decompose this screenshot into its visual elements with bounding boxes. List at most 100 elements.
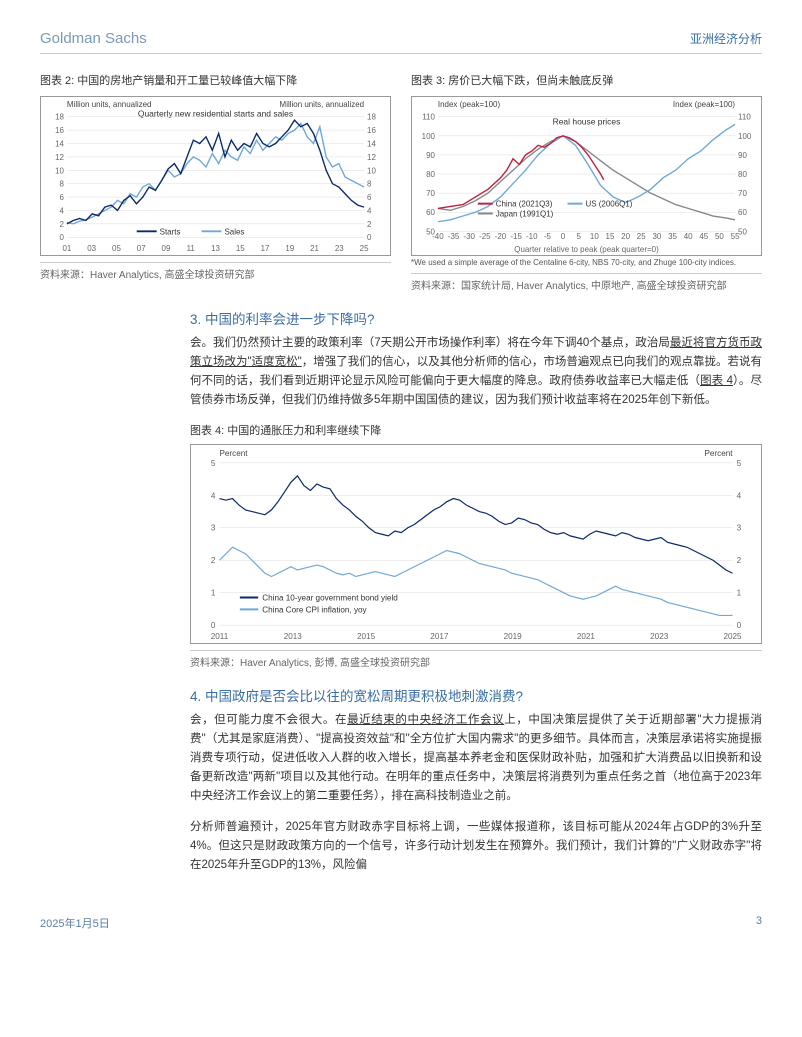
chart-3-source: 资料来源：国家统计局, Haver Analytics, 中原地产, 高盛全球投…	[411, 273, 762, 292]
svg-text:100: 100	[422, 132, 436, 141]
chart-2-block: 图表 2: 中国的房地产销量和开工量已较峰值大幅下降 Million units…	[40, 72, 391, 292]
svg-text:2021: 2021	[577, 632, 596, 641]
svg-text:5: 5	[576, 232, 581, 241]
svg-text:2: 2	[367, 220, 371, 229]
svg-text:23: 23	[335, 244, 344, 253]
svg-text:5: 5	[737, 459, 742, 468]
svg-text:-35: -35	[448, 232, 460, 241]
svg-text:China 10-year government bond: China 10-year government bond yield	[262, 593, 398, 602]
svg-text:16: 16	[55, 126, 64, 135]
section-4-para-1: 会，但可能力度不会很大。在最近结束的中央经济工作会议上，中国决策层提供了关于近期…	[40, 711, 762, 806]
section-3-heading: 3. 中国的利率会进一步下降吗?	[40, 308, 762, 328]
svg-text:12: 12	[55, 153, 64, 162]
svg-text:China Core CPI inflation, yoy: China Core CPI inflation, yoy	[262, 605, 366, 614]
chart-4: PercentPercent00112233445520112013201520…	[190, 444, 762, 644]
svg-text:US (2006Q1): US (2006Q1)	[586, 200, 633, 209]
svg-text:Sales: Sales	[224, 227, 244, 236]
chart-3-title: 图表 3: 房价已大幅下跌，但尚未触底反弹	[411, 72, 762, 88]
svg-text:25: 25	[637, 232, 646, 241]
svg-text:Percent: Percent	[704, 449, 733, 458]
svg-text:80: 80	[426, 170, 435, 179]
svg-text:3: 3	[211, 524, 216, 533]
svg-text:15: 15	[606, 232, 615, 241]
svg-text:17: 17	[261, 244, 270, 253]
svg-text:1: 1	[211, 589, 216, 598]
svg-text:09: 09	[162, 244, 171, 253]
svg-text:4: 4	[211, 491, 216, 500]
svg-text:14: 14	[367, 140, 376, 149]
svg-text:70: 70	[426, 189, 435, 198]
svg-text:0: 0	[561, 232, 566, 241]
svg-text:3: 3	[737, 524, 742, 533]
svg-text:China (2021Q3): China (2021Q3)	[496, 200, 553, 209]
svg-text:03: 03	[87, 244, 96, 253]
svg-text:Quarterly new residential star: Quarterly new residential starts and sal…	[138, 109, 293, 119]
svg-text:5: 5	[211, 459, 216, 468]
svg-text:0: 0	[211, 621, 216, 630]
page-footer: 2025年1月5日 3	[40, 895, 762, 931]
chart-3-footnote: *We used a simple average of the Centali…	[411, 258, 762, 267]
svg-text:4: 4	[737, 491, 742, 500]
svg-text:Index (peak=100): Index (peak=100)	[673, 100, 736, 109]
svg-text:10: 10	[367, 166, 376, 175]
chart-4-title: 图表 4: 中国的通胀压力和利率继续下降	[190, 422, 762, 438]
svg-text:-5: -5	[544, 232, 552, 241]
svg-text:Million units, annualized: Million units, annualized	[280, 100, 365, 109]
svg-text:20: 20	[621, 232, 630, 241]
svg-text:55: 55	[731, 232, 740, 241]
svg-text:60: 60	[738, 208, 747, 217]
svg-text:90: 90	[738, 151, 747, 160]
svg-text:-15: -15	[510, 232, 522, 241]
chart-2: Million units, annualized Million units, …	[40, 96, 391, 256]
svg-text:8: 8	[367, 180, 372, 189]
svg-text:2: 2	[737, 556, 742, 565]
svg-text:0: 0	[60, 233, 65, 242]
svg-text:Million units, annualized: Million units, annualized	[67, 100, 152, 109]
svg-text:110: 110	[422, 113, 435, 122]
chart-3: Index (peak=100)Index (peak=100)Real hou…	[411, 96, 762, 256]
svg-text:01: 01	[62, 244, 71, 253]
svg-text:18: 18	[55, 113, 64, 122]
svg-text:2015: 2015	[357, 632, 376, 641]
page-header: Goldman Sachs 亚洲经济分析	[40, 30, 762, 54]
svg-text:35: 35	[668, 232, 677, 241]
svg-text:-20: -20	[495, 232, 507, 241]
footer-date: 2025年1月5日	[40, 915, 110, 931]
svg-text:11: 11	[187, 244, 196, 253]
svg-text:-40: -40	[432, 232, 444, 241]
svg-text:1: 1	[737, 589, 742, 598]
svg-text:2: 2	[211, 556, 216, 565]
doc-category: 亚洲经济分析	[690, 30, 762, 47]
svg-text:2017: 2017	[430, 632, 449, 641]
svg-text:2013: 2013	[284, 632, 303, 641]
svg-text:13: 13	[211, 244, 220, 253]
svg-text:2023: 2023	[650, 632, 669, 641]
svg-text:21: 21	[310, 244, 319, 253]
svg-text:8: 8	[60, 180, 65, 189]
svg-text:-25: -25	[479, 232, 491, 241]
svg-text:14: 14	[55, 140, 64, 149]
svg-text:07: 07	[137, 244, 146, 253]
chart-3-block: 图表 3: 房价已大幅下跌，但尚未触底反弹 Index (peak=100)In…	[411, 72, 762, 292]
chart-4-source: 资料来源：Haver Analytics, 彭博, 高盛全球投资研究部	[190, 650, 762, 669]
chart-2-source: 资料来源：Haver Analytics, 高盛全球投资研究部	[40, 262, 391, 281]
svg-text:05: 05	[112, 244, 121, 253]
svg-text:2: 2	[60, 220, 64, 229]
brand-name: Goldman Sachs	[40, 30, 147, 47]
svg-text:19: 19	[285, 244, 294, 253]
svg-text:Quarter relative to peak (peak: Quarter relative to peak (peak quarter=0…	[514, 245, 659, 254]
svg-text:18: 18	[367, 113, 376, 122]
svg-text:2019: 2019	[504, 632, 523, 641]
svg-text:4: 4	[367, 206, 372, 215]
svg-text:50: 50	[715, 232, 724, 241]
svg-text:Percent: Percent	[220, 449, 249, 458]
svg-text:Real house prices: Real house prices	[553, 117, 621, 127]
section-4-para-2: 分析师普遍预计，2025年官方财政赤字目标将上调，一些媒体报道称，该目标可能从2…	[40, 818, 762, 875]
chart-4-block: 图表 4: 中国的通胀压力和利率继续下降 PercentPercent00112…	[40, 422, 762, 669]
svg-text:6: 6	[367, 193, 372, 202]
svg-text:12: 12	[367, 153, 376, 162]
svg-text:0: 0	[367, 233, 372, 242]
svg-text:4: 4	[60, 206, 65, 215]
section-4-heading: 4. 中国政府是否会比以往的宽松周期更积极地刺激消费?	[40, 685, 762, 705]
svg-text:70: 70	[738, 189, 747, 198]
